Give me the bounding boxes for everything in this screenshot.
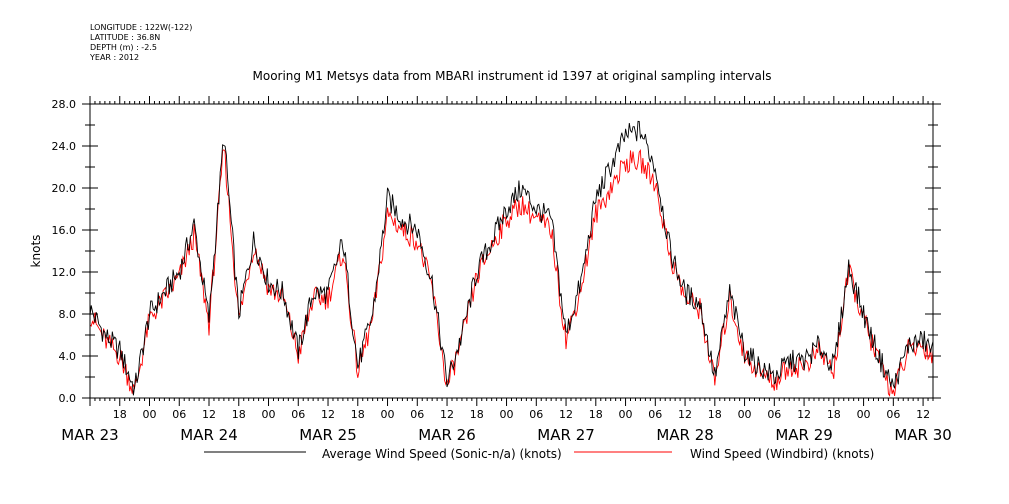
legend: Average Wind Speed (Sonic-n/a) (knots) W… <box>204 447 874 461</box>
x-hour-label: 18 <box>708 408 722 421</box>
x-hour-label: 06 <box>648 408 662 421</box>
chart-title: Mooring M1 Metsys data from MBARI instru… <box>253 69 772 83</box>
y-tick-label: 0.0 <box>59 392 77 405</box>
x-hour-label: 18 <box>113 408 127 421</box>
longitude-label: LONGITUDE : 122W(-122) <box>90 23 192 32</box>
x-hour-label: 06 <box>529 408 543 421</box>
x-hour-label: 18 <box>589 408 603 421</box>
y-tick-label: 4.0 <box>59 350 77 363</box>
x-day-label: MAR 26 <box>418 426 475 444</box>
x-hour-label: 12 <box>916 408 930 421</box>
y-tick-label: 12.0 <box>52 266 77 279</box>
x-hour-label: 12 <box>202 408 216 421</box>
x-hour-label: 12 <box>440 408 454 421</box>
x-day-label: MAR 23 <box>61 426 118 444</box>
x-day-label: MAR 30 <box>894 426 951 444</box>
x-hour-label: 12 <box>797 408 811 421</box>
x-hour-label: 18 <box>351 408 365 421</box>
x-hour-label: 12 <box>321 408 335 421</box>
x-hour-label: 06 <box>767 408 781 421</box>
x-hour-label: 18 <box>232 408 246 421</box>
x-day-label: MAR 25 <box>299 426 356 444</box>
latitude-label: LATITUDE : 36.8N <box>90 33 160 42</box>
series-layer <box>89 120 934 397</box>
x-hour-label: 00 <box>500 408 514 421</box>
x-hour-label: 00 <box>857 408 871 421</box>
x-day-label: MAR 28 <box>656 426 713 444</box>
x-hour-label: 00 <box>381 408 395 421</box>
x-hour-label: 00 <box>619 408 633 421</box>
x-hour-label: 18 <box>827 408 841 421</box>
legend-label-windbird: Wind Speed (Windbird) (knots) <box>690 447 874 461</box>
legend-label-sonic: Average Wind Speed (Sonic-n/a) (knots) <box>322 447 562 461</box>
x-hour-label: 06 <box>172 408 186 421</box>
y-tick-label: 28.0 <box>52 98 77 111</box>
y-axis-label: knots <box>29 235 43 268</box>
y-tick-label: 8.0 <box>59 308 77 321</box>
x-hour-label: 12 <box>678 408 692 421</box>
x-day-label: MAR 29 <box>775 426 832 444</box>
y-tick-label: 20.0 <box>52 182 77 195</box>
series-line-sonic <box>89 120 934 396</box>
y-tick-label: 24.0 <box>52 140 77 153</box>
series-line-windbird <box>89 148 934 397</box>
x-hour-label: 00 <box>738 408 752 421</box>
x-hour-label: 18 <box>470 408 484 421</box>
x-hour-label: 06 <box>886 408 900 421</box>
depth-label: DEPTH (m) : -2.5 <box>90 43 157 52</box>
y-tick-label: 16.0 <box>52 224 77 237</box>
x-hour-label: 12 <box>559 408 573 421</box>
x-hour-label: 06 <box>410 408 424 421</box>
x-hour-label: 06 <box>291 408 305 421</box>
x-day-label: MAR 27 <box>537 426 594 444</box>
year-label: YEAR : 2012 <box>89 53 139 62</box>
tick-labels: 0.0 4.0 8.0 12.0 16.0 20.0 24.0 28.0 18 00 06 12 18 0… <box>52 98 952 444</box>
x-hour-label: 00 <box>262 408 276 421</box>
x-day-label: MAR 24 <box>180 426 237 444</box>
plot-frame <box>89 103 934 399</box>
x-hour-label: 00 <box>143 408 157 421</box>
